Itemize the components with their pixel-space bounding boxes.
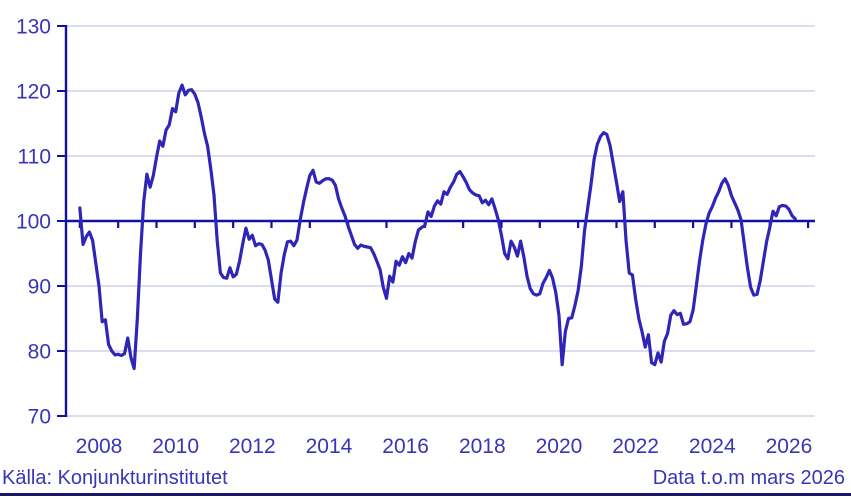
- y-tick-label: 80: [28, 341, 51, 364]
- x-tick-label: 2014: [306, 435, 353, 458]
- y-tick-label: 100: [16, 211, 51, 234]
- source-caption: Källa: Konjunkturinstitutet: [2, 467, 228, 489]
- x-tick-label: 2008: [76, 435, 123, 458]
- y-tick-label: 70: [28, 406, 51, 429]
- x-tick-label: 2022: [612, 435, 659, 458]
- x-tick-label: 2010: [152, 435, 199, 458]
- y-tick-label: 120: [16, 81, 51, 104]
- y-tick-label: 130: [16, 16, 51, 39]
- x-tick-label: 2018: [459, 435, 506, 458]
- x-tick-label: 2016: [382, 435, 429, 458]
- x-tick-label: 2012: [229, 435, 276, 458]
- x-tick-label: 2020: [536, 435, 583, 458]
- data-note: Data t.o.m mars 2026: [652, 467, 845, 489]
- bottom-rule: [0, 493, 851, 496]
- y-tick-label: 90: [28, 276, 51, 299]
- x-tick-label: 2026: [766, 435, 813, 458]
- y-tick-label: 110: [18, 146, 51, 169]
- data-line: [78, 83, 797, 371]
- x-tick-label: 2024: [689, 435, 736, 458]
